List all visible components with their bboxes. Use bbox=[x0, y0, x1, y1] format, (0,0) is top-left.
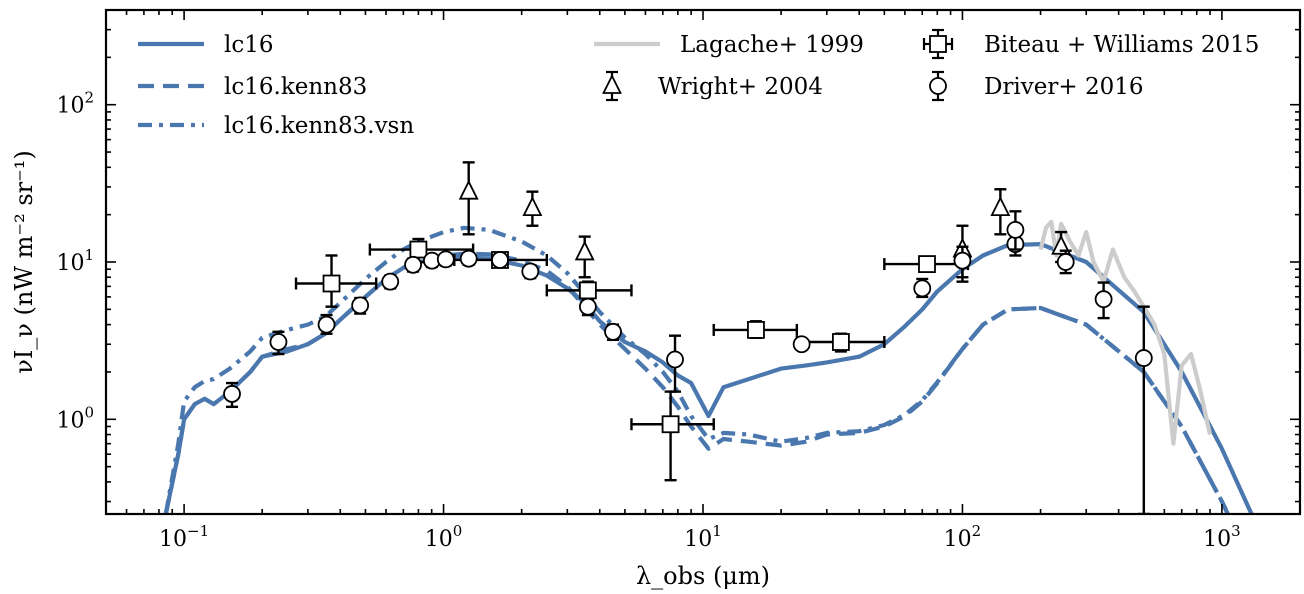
triangle-marker bbox=[990, 196, 1011, 217]
square-marker bbox=[409, 240, 428, 259]
circle-marker bbox=[491, 251, 509, 269]
square-marker bbox=[578, 281, 597, 300]
series-line-lc16-kenn83-vsn bbox=[163, 225, 1231, 514]
data-point-driver-2016 bbox=[381, 272, 400, 291]
legend-item: lc16.kenn83 bbox=[138, 74, 367, 100]
square-marker bbox=[661, 415, 680, 434]
data-point-driver-2016 bbox=[223, 381, 241, 409]
series-layer bbox=[163, 219, 1254, 514]
square-marker bbox=[929, 35, 947, 53]
data-point-driver-2016 bbox=[459, 249, 478, 268]
legend-label: Driver+ 2016 bbox=[984, 74, 1144, 100]
data-point-driver-2016 bbox=[317, 313, 336, 335]
y-tick-label: 100 bbox=[56, 403, 94, 433]
circle-marker bbox=[1006, 220, 1025, 239]
data-point-driver-2016 bbox=[1056, 249, 1075, 275]
legend-item: Biteau + Williams 2015 bbox=[922, 28, 1259, 60]
legend-item: Lagache+ 1999 bbox=[594, 32, 864, 58]
data-point-wright-2004 bbox=[458, 161, 479, 236]
circle-marker bbox=[436, 250, 455, 269]
circle-marker bbox=[953, 251, 972, 270]
circle-marker bbox=[604, 322, 622, 341]
triangle-marker bbox=[458, 179, 479, 200]
x-tick-label: 102 bbox=[944, 522, 982, 552]
data-point-driver-2016 bbox=[351, 296, 370, 315]
circle-marker bbox=[929, 77, 947, 95]
data-point-wright-2004 bbox=[522, 190, 543, 227]
circle-marker bbox=[404, 255, 422, 274]
y-tick-label: 101 bbox=[56, 246, 94, 276]
y-axis-title: νI_ν (nW m⁻² sr⁻¹) bbox=[10, 150, 38, 374]
circle-marker bbox=[223, 385, 241, 403]
data-point-driver-2016 bbox=[953, 245, 972, 279]
data-point-wright-2004 bbox=[574, 235, 595, 279]
data-point-driver-2016 bbox=[1094, 281, 1113, 320]
series-line-lc16-kenn83 bbox=[163, 251, 1231, 514]
circle-marker bbox=[269, 333, 288, 351]
data-point-driver-2016 bbox=[404, 255, 422, 274]
circle-marker bbox=[1056, 253, 1075, 271]
data-point-driver-2016 bbox=[521, 262, 540, 281]
legend-item: lc16 bbox=[138, 32, 274, 58]
legend-item: lc16.kenn83.vsn bbox=[138, 113, 414, 139]
data-point-biteau-williams-2015 bbox=[795, 332, 886, 353]
circle-marker bbox=[792, 335, 811, 354]
circle-marker bbox=[666, 350, 684, 369]
circle-marker bbox=[317, 315, 336, 334]
data-point-driver-2016 bbox=[436, 250, 455, 269]
circle-marker bbox=[913, 279, 932, 298]
x-tick-label: 101 bbox=[684, 522, 722, 552]
legend-label: lc16 bbox=[224, 32, 274, 58]
circle-marker bbox=[1094, 290, 1113, 309]
square-marker bbox=[747, 321, 765, 339]
data-point-driver-2016 bbox=[792, 335, 811, 354]
circle-marker bbox=[1134, 349, 1153, 367]
legend-label: lc16.kenn83.vsn bbox=[224, 113, 414, 139]
legend: lc16 lc16.kenn83 lc16.kenn83.vsn Lagache+ 1… bbox=[138, 28, 1259, 139]
data-point-driver-2016 bbox=[1134, 305, 1153, 514]
data-point-driver-2016 bbox=[604, 322, 622, 342]
data-point-biteau-williams-2015 bbox=[712, 320, 799, 339]
data-point-driver-2016 bbox=[269, 330, 288, 356]
data-point-biteau-williams-2015 bbox=[883, 255, 970, 273]
legend-item: Wright+ 2004 bbox=[602, 70, 823, 102]
axis-ticks: 10−1 100 101 102 103 100 101 102 bbox=[56, 9, 1301, 552]
circle-marker bbox=[459, 249, 478, 268]
triangle-marker bbox=[522, 196, 543, 217]
triangle-marker bbox=[602, 73, 622, 94]
circle-marker bbox=[578, 297, 597, 316]
data-point-biteau-williams-2015 bbox=[294, 254, 378, 308]
x-tick-label: 100 bbox=[425, 522, 463, 552]
x-tick-label: 103 bbox=[1203, 522, 1241, 552]
x-tick-label: 10−1 bbox=[159, 522, 209, 552]
data-point-wright-2004 bbox=[990, 188, 1011, 236]
legend-label: Wright+ 2004 bbox=[658, 74, 823, 100]
legend-label: Lagache+ 1999 bbox=[680, 32, 864, 58]
square-marker bbox=[918, 255, 936, 273]
circle-marker bbox=[381, 272, 400, 291]
x-axis-title: λ_obs (μm) bbox=[636, 562, 770, 590]
circle-marker bbox=[521, 262, 540, 281]
legend-label: Biteau + Williams 2015 bbox=[984, 32, 1259, 58]
triangle-marker bbox=[574, 240, 595, 261]
data-point-driver-2016 bbox=[666, 334, 684, 393]
legend-item: Driver+ 2016 bbox=[929, 70, 1144, 102]
legend-label: lc16.kenn83 bbox=[224, 74, 367, 100]
square-marker bbox=[831, 333, 850, 351]
data-point-driver-2016 bbox=[578, 297, 597, 317]
data-point-driver-2016 bbox=[1006, 210, 1025, 251]
data-point-driver-2016 bbox=[491, 251, 509, 269]
data-points-layer bbox=[223, 161, 1153, 514]
circle-marker bbox=[351, 296, 370, 315]
square-marker bbox=[322, 274, 341, 293]
y-tick-label: 102 bbox=[56, 89, 94, 119]
data-point-driver-2016 bbox=[913, 277, 932, 299]
